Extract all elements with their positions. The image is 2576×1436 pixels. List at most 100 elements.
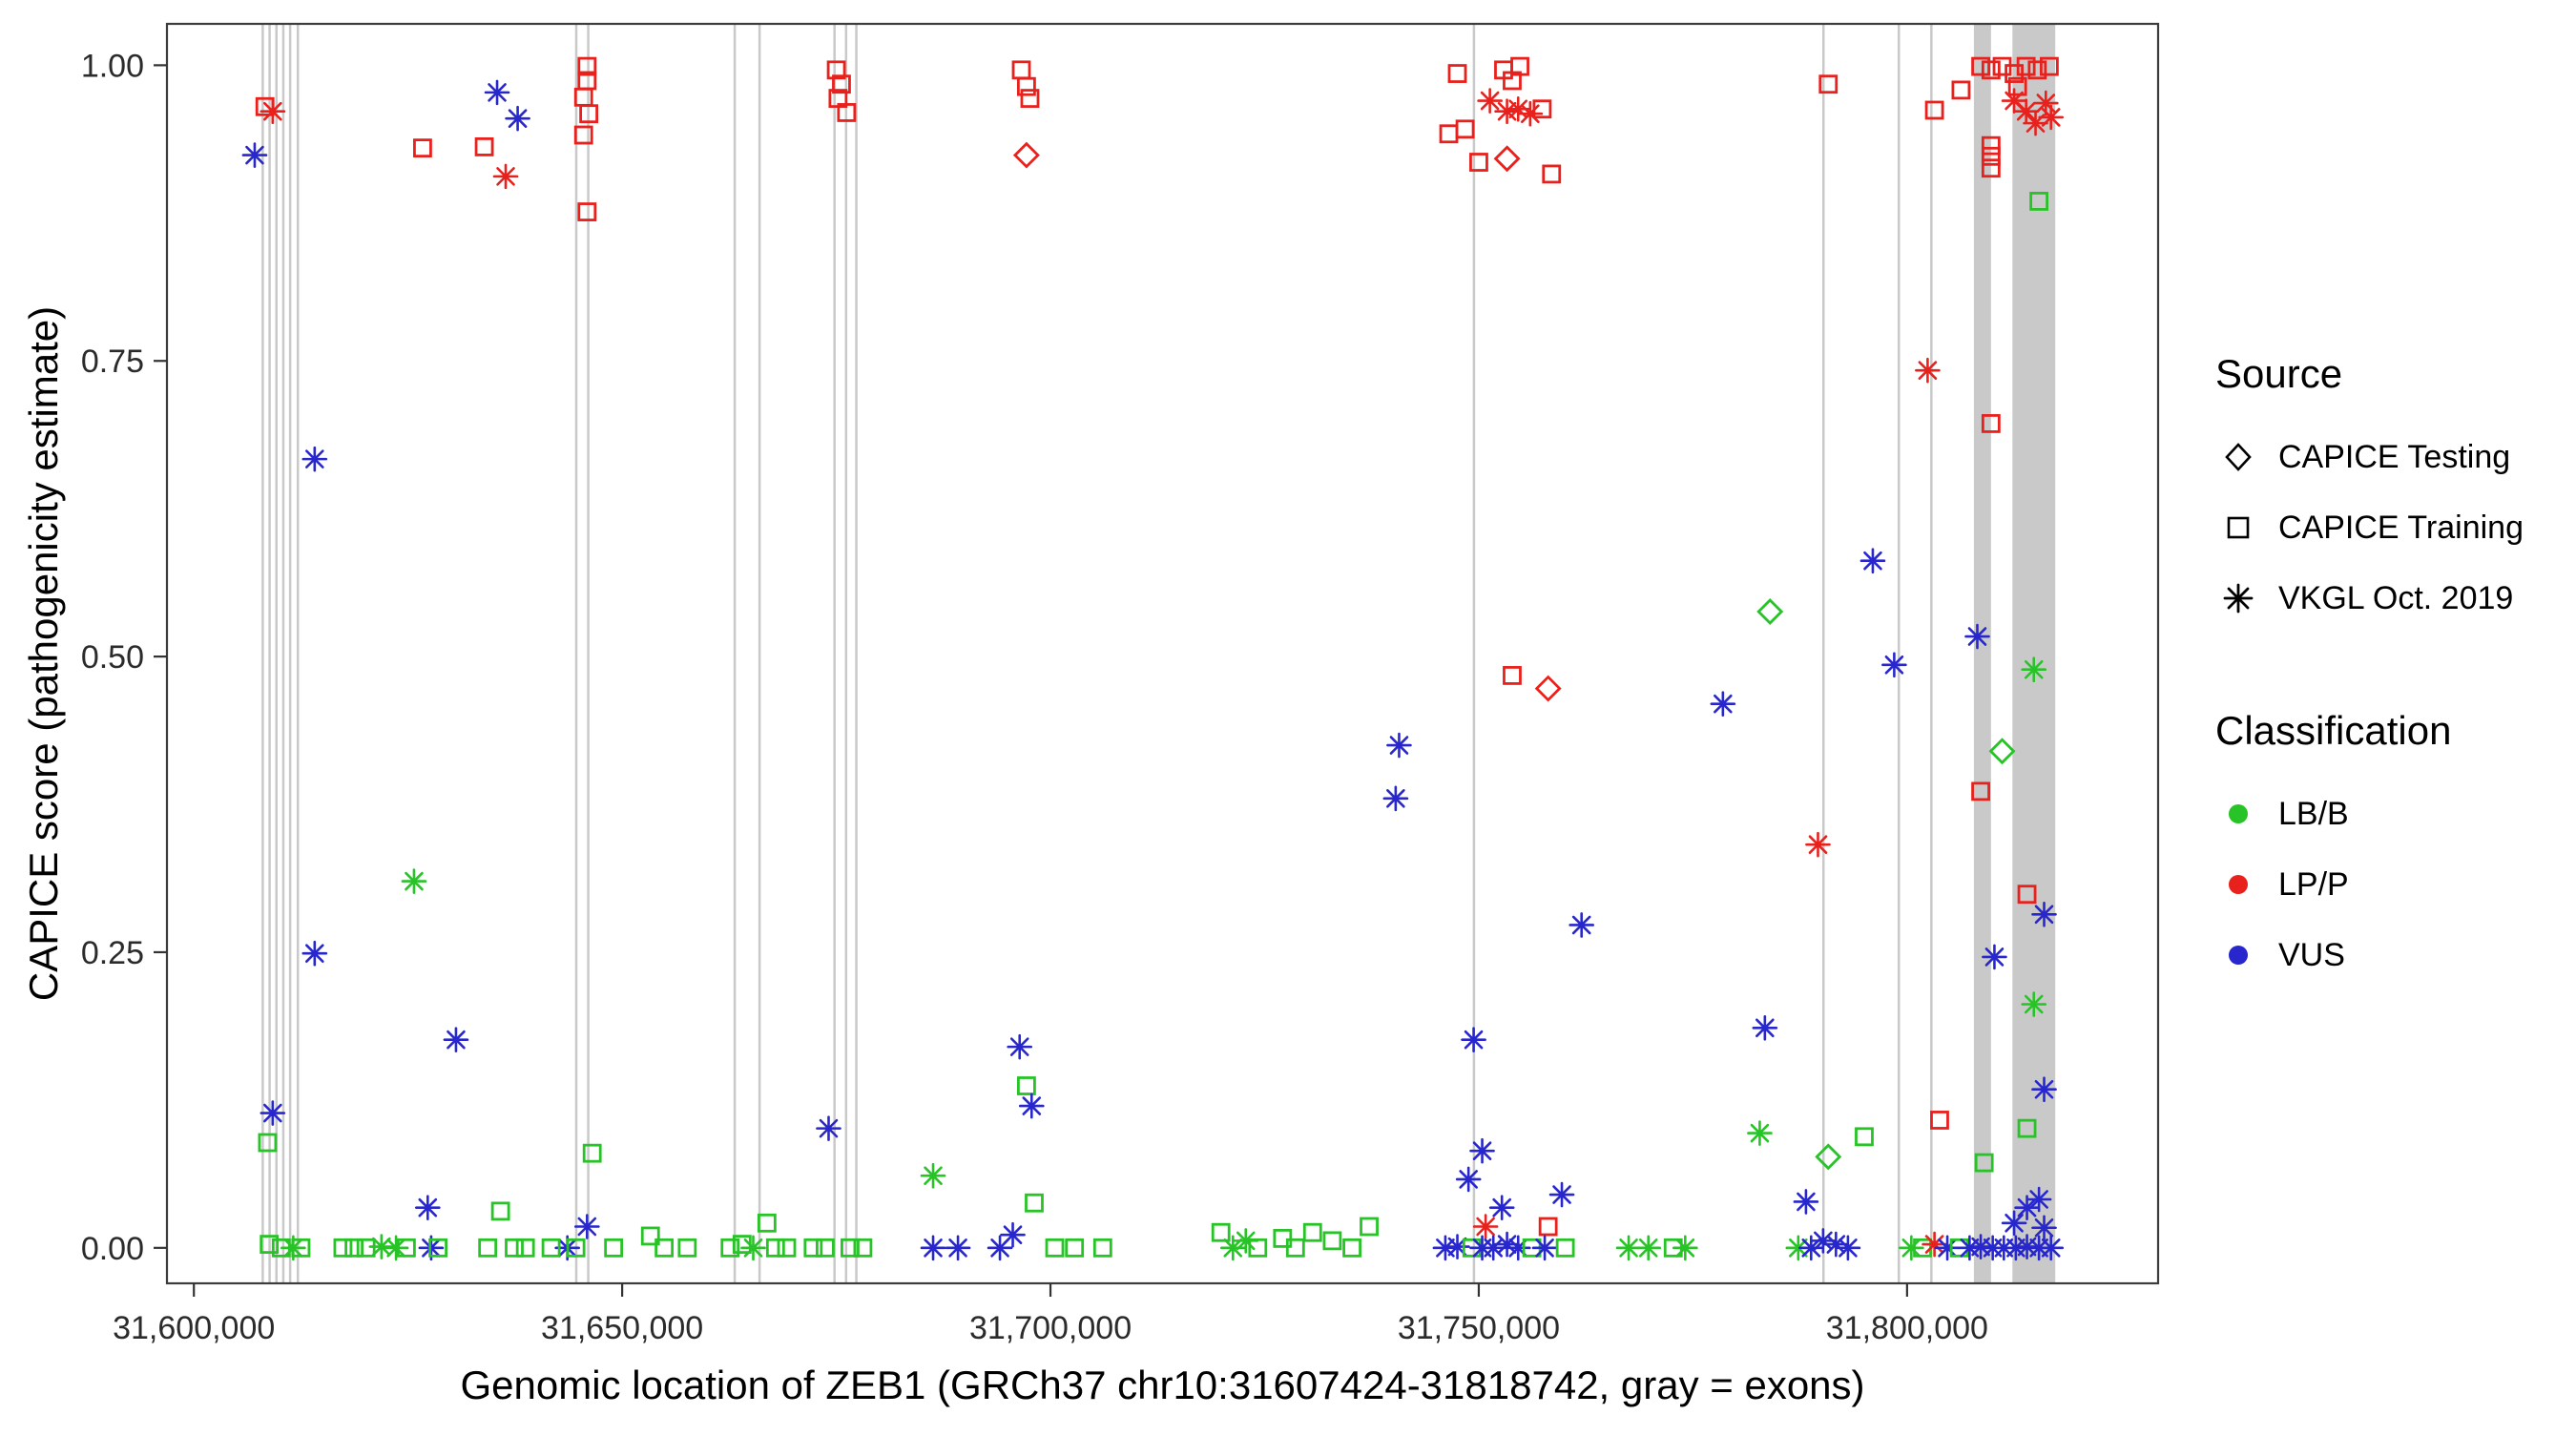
data-point-asterisk: [1517, 100, 1544, 127]
data-point-square: [505, 1238, 524, 1258]
data-point-asterisk: [484, 79, 510, 106]
data-point-asterisk: [2001, 1210, 2027, 1237]
data-point-square: [1469, 153, 1488, 172]
data-point-square: [853, 1238, 873, 1258]
exon-band: [275, 24, 279, 1283]
data-point-diamond: [1012, 141, 1040, 169]
exon-band: [574, 24, 578, 1283]
data-point-diamond: [1534, 675, 1562, 702]
legend-item-label: CAPICE Testing: [2278, 438, 2511, 475]
legend-item-vus: VUS: [2215, 920, 2451, 990]
exon-band: [758, 24, 761, 1283]
exon-band: [587, 24, 590, 1283]
exon-band: [296, 24, 300, 1283]
data-point-square: [1930, 1111, 1949, 1130]
data-point-asterisk: [1488, 1195, 1515, 1220]
plot-panel-border: [165, 22, 2160, 1285]
data-point-square: [837, 103, 857, 122]
data-point-asterisk: [816, 1115, 841, 1141]
data-point-asterisk: [1859, 548, 1886, 574]
data-point-square: [1981, 60, 2001, 80]
data-point-asterisk: [1915, 357, 1941, 384]
data-point-square: [1542, 164, 1562, 184]
data-point-asterisk: [1568, 912, 1594, 938]
data-point-square: [1503, 666, 1522, 685]
data-point-square: [1510, 56, 1529, 76]
data-point-asterisk: [260, 98, 286, 125]
x-axis-title: Genomic location of ZEB1 (GRCh37 chr10:3…: [460, 1363, 1865, 1407]
exon-band: [844, 24, 848, 1283]
data-point-square: [654, 1238, 675, 1258]
data-point-square: [1981, 158, 2001, 178]
data-point-asterisk: [1472, 1214, 1499, 1239]
legend-classification: Classification LB/B LP/P VUS: [2215, 708, 2451, 990]
legend-item-lpp: LP/P: [2215, 849, 2451, 920]
data-point-square: [1020, 89, 1040, 108]
data-point-square: [1211, 1222, 1231, 1242]
data-point-square: [757, 1213, 777, 1233]
data-point-asterisk: [1018, 1093, 1045, 1119]
data-point-square: [1447, 64, 1467, 83]
data-point-square: [1092, 1238, 1112, 1258]
data-point-square: [1016, 76, 1036, 96]
data-point-square: [1981, 146, 2001, 166]
data-point-square: [541, 1238, 561, 1258]
data-point-asterisk: [443, 1027, 469, 1052]
data-point-asterisk: [241, 142, 268, 168]
data-point-square: [2017, 884, 2037, 905]
data-point-asterisk: [2031, 901, 2057, 927]
data-point-asterisk: [1672, 1235, 1698, 1261]
legend-item-label: LP/P: [2278, 865, 2349, 903]
data-point-square: [1025, 1193, 1044, 1213]
data-point-asterisk: [2031, 1215, 2057, 1241]
data-point-asterisk: [1964, 623, 1990, 650]
legend-classification-title: Classification: [2215, 708, 2452, 753]
data-point-square: [260, 1235, 280, 1254]
data-point-square: [1248, 1238, 1268, 1258]
data-point-diamond: [1815, 1143, 1842, 1171]
data-point-asterisk: [1461, 1027, 1486, 1052]
data-point-asterisk: [492, 163, 519, 190]
data-point-square: [841, 1238, 860, 1258]
data-point-square: [1360, 1217, 1379, 1237]
data-point-asterisk: [920, 1235, 946, 1261]
data-point-asterisk: [1899, 1235, 1924, 1261]
exon-band: [268, 24, 271, 1283]
x-tick-label: 31,700,000: [969, 1310, 1132, 1346]
data-point-asterisk: [1710, 691, 1736, 717]
data-point-square: [582, 1143, 602, 1163]
x-tick-label: 31,600,000: [113, 1310, 275, 1346]
data-point-square: [1924, 100, 1944, 120]
exon-band: [261, 24, 264, 1283]
exon-band: [1973, 24, 1991, 1283]
y-tick-label: 0.50: [81, 639, 144, 676]
data-point-square: [2007, 76, 2027, 96]
data-point-square: [803, 1238, 823, 1258]
exon-band: [288, 24, 292, 1283]
exon-band: [1930, 24, 1933, 1283]
exon-band: [2012, 24, 2056, 1283]
data-point-asterisk: [1233, 1228, 1259, 1254]
data-point-asterisk: [920, 1162, 946, 1189]
data-point-square: [720, 1238, 740, 1258]
data-point-square: [579, 104, 599, 124]
data-point-square: [490, 1201, 510, 1221]
data-point-square: [1855, 1127, 1874, 1147]
data-point-square: [832, 74, 851, 94]
data-point-asterisk: [1793, 1189, 1819, 1215]
data-point-asterisk: [301, 940, 328, 967]
y-tick-label: 0.75: [81, 343, 144, 380]
data-point-asterisk: [1881, 652, 1907, 678]
data-point-asterisk: [2021, 656, 2047, 683]
data-point-square: [1439, 124, 1459, 144]
data-point-square: [515, 1238, 535, 1258]
legend-item-capice-testing: CAPICE Testing: [2215, 422, 2524, 492]
data-point-asterisk: [505, 105, 530, 132]
data-point-asterisk: [2038, 104, 2064, 131]
data-point-asterisk: [1635, 1235, 1662, 1261]
x-tick-label: 31,800,000: [1826, 1310, 1988, 1346]
exon-band: [281, 24, 285, 1283]
data-point-square: [1011, 60, 1031, 80]
legend-item-capice-training: CAPICE Training: [2215, 492, 2524, 563]
